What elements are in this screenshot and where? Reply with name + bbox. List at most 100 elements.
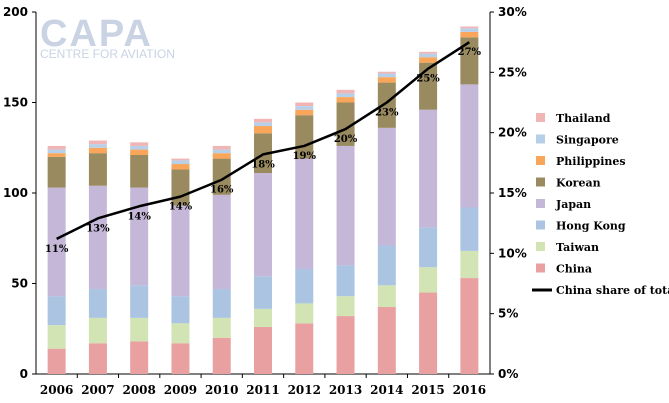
bar-segment-singapore <box>212 149 231 154</box>
bar-segment-taiwan <box>336 296 355 317</box>
y2-tick-label: 25% <box>498 65 527 79</box>
data-label: 20% <box>334 134 358 145</box>
bar-segment-china <box>377 307 396 374</box>
bar-segment-taiwan <box>419 267 438 293</box>
bar-segment-hong-kong <box>130 285 149 318</box>
logo-main-text: CAPA <box>40 13 153 55</box>
x-tick-label: 2013 <box>329 383 362 397</box>
legend-swatch <box>536 113 545 122</box>
bar-segment-korean <box>130 154 149 188</box>
bar-segment-philippines <box>336 97 355 103</box>
bar-segment-taiwan <box>460 250 479 279</box>
y2-tick-label: 10% <box>498 246 527 260</box>
bar-segment-thailand <box>88 140 107 145</box>
y-tick-label: 0 <box>20 367 28 381</box>
bar-segment-japan <box>212 194 231 289</box>
china-share-line <box>56 41 471 240</box>
bar-segment-taiwan <box>88 317 107 344</box>
bar-segment-japan <box>419 109 438 228</box>
data-label: 13% <box>86 223 110 234</box>
bar-segment-japan <box>254 173 272 277</box>
legend-swatch <box>536 199 545 208</box>
y2-tick-label: 30% <box>498 5 527 19</box>
x-tick-label: 2010 <box>205 383 238 397</box>
bar-segment-taiwan <box>171 323 190 344</box>
data-label: 14% <box>127 211 151 222</box>
bar-segment-hong-kong <box>419 227 438 268</box>
data-label: 14% <box>169 202 193 213</box>
data-label: 19% <box>293 151 317 162</box>
x-tick-label: 2008 <box>122 383 155 397</box>
bar-segment-china <box>171 343 190 374</box>
y-tick-label: 150 <box>3 96 28 110</box>
bar-segment-thailand <box>47 145 66 150</box>
bar-segment-philippines <box>47 153 66 157</box>
bar-segment-thailand <box>419 51 438 54</box>
bar-segment-singapore <box>130 145 149 150</box>
x-tick-label: 2011 <box>246 383 279 397</box>
bar-segment-japan <box>377 127 396 246</box>
legend-swatch <box>536 242 545 251</box>
bar-segment-singapore <box>171 160 190 165</box>
bar-segment-taiwan <box>212 317 231 338</box>
legend-label: Thailand <box>556 112 611 125</box>
x-tick-label: 2007 <box>81 383 114 397</box>
bar-segment-philippines <box>419 57 438 63</box>
bar-segment-china <box>88 343 107 374</box>
bar-segment-thailand <box>254 118 272 123</box>
bar-segment-taiwan <box>295 303 314 324</box>
bar-segment-china <box>336 316 355 374</box>
bar-segment-korean <box>377 82 396 128</box>
legend: Thailand Singapore Philippines Korean Japan H… <box>532 112 669 297</box>
bar-segment-singapore <box>254 122 272 127</box>
bar-segment-hong-kong <box>88 288 107 318</box>
bar-segment-japan <box>171 205 190 297</box>
legend-label: Korean <box>556 177 601 190</box>
bar-segment-thailand <box>377 71 396 74</box>
bar-segment-philippines <box>460 31 479 38</box>
bar-segment-japan <box>130 187 149 286</box>
bar-segment-singapore <box>47 149 66 154</box>
bar-segment-china <box>295 323 314 374</box>
bar-segment-philippines <box>254 126 272 134</box>
bar-segment-china <box>47 348 66 374</box>
x-tick-label: 2009 <box>164 383 197 397</box>
bar-segment-singapore <box>460 28 479 32</box>
bar-segment-hong-kong <box>336 265 355 297</box>
bar-segment-japan <box>295 158 314 270</box>
legend-swatch <box>536 177 545 187</box>
bar-segment-korean <box>171 169 190 206</box>
x-tick-label: 2006 <box>40 383 73 397</box>
bar-segment-singapore <box>419 53 438 58</box>
bar-segment-philippines <box>377 77 396 83</box>
data-label: 23% <box>375 108 399 119</box>
bar-segment-philippines <box>295 109 314 116</box>
bar-segment-taiwan <box>377 285 396 308</box>
y2-tick-label: 0% <box>498 367 518 381</box>
bar-segment-taiwan <box>254 308 272 327</box>
bar-segment-korean <box>212 158 231 195</box>
bar-segment-hong-kong <box>171 296 190 324</box>
legend-label: Philippines <box>556 155 626 168</box>
legend-label: Singapore <box>556 134 619 147</box>
bar-segment-thailand <box>130 142 149 146</box>
bar-segment-taiwan <box>47 325 66 349</box>
bar-segment-thailand <box>171 158 190 161</box>
bar-segment-japan <box>460 84 479 208</box>
bar-segment-philippines <box>171 164 190 170</box>
bar-segment-china <box>254 326 272 374</box>
x-tick-label: 2016 <box>453 383 486 397</box>
bar-segment-singapore <box>295 106 314 110</box>
bar-segment-thailand <box>212 145 231 150</box>
bar-segment-china <box>130 341 149 374</box>
legend-swatch <box>536 263 545 273</box>
bar-segment-korean <box>336 102 355 146</box>
data-label: 25% <box>416 74 440 85</box>
y-tick-label: 100 <box>3 186 28 200</box>
data-label: 18% <box>251 159 275 170</box>
bar-segment-hong-kong <box>295 269 314 304</box>
bar-segment-thailand <box>295 102 314 107</box>
y2-tick-label: 5% <box>498 307 518 321</box>
y2-tick-label: 20% <box>498 126 527 140</box>
bar-segment-hong-kong <box>212 288 231 318</box>
